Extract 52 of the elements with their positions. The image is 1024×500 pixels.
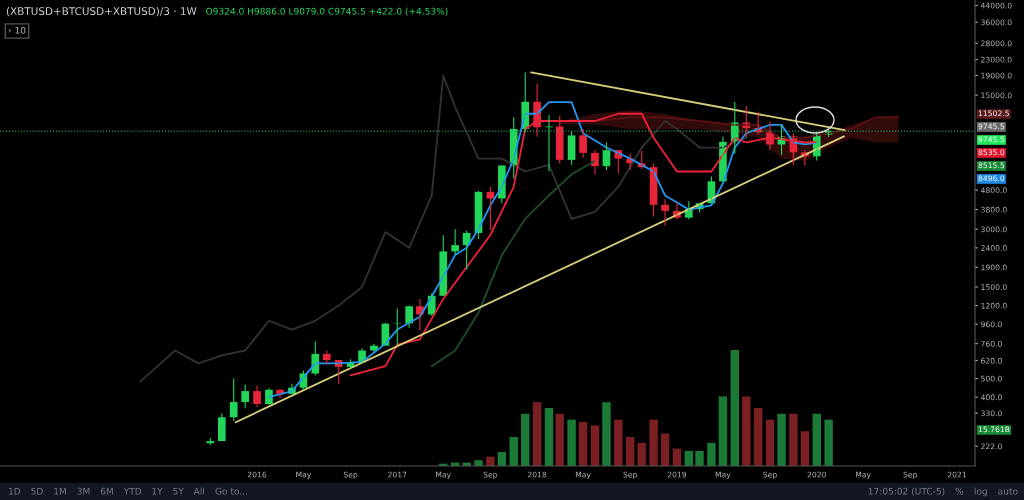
- bar: [824, 419, 833, 466]
- candlestick: [229, 377, 238, 422]
- text: auto: [998, 488, 1018, 495]
- bar: [567, 419, 576, 466]
- text: 5D: [31, 487, 43, 495]
- bar: [486, 456, 495, 466]
- bar: [474, 460, 483, 466]
- text: YTD: [123, 487, 142, 495]
- bar: [602, 402, 611, 466]
- text: All: [193, 487, 204, 495]
- bar: [742, 396, 751, 466]
- bar: [707, 442, 716, 466]
- text: log: [974, 487, 987, 497]
- bar: [544, 408, 554, 466]
- candlestick: [217, 412, 226, 442]
- bar: [614, 419, 623, 466]
- text: 17:05:02 (UTC-5): [868, 487, 945, 496]
- bar: [625, 437, 635, 466]
- candlestick: [241, 384, 250, 409]
- bar: [695, 450, 704, 466]
- bar: [509, 437, 518, 466]
- bar: [649, 419, 658, 466]
- bar: [789, 413, 798, 466]
- text: 5Y: [173, 487, 184, 495]
- bar: [765, 419, 775, 466]
- bar: [753, 408, 763, 466]
- annotation: › 10: [8, 26, 26, 34]
- text: (XBTUSD+BTCUSD+XBTUSD)/3 · 1W: [6, 6, 197, 17]
- bar: [660, 433, 670, 466]
- candlestick: [555, 115, 564, 165]
- candlestick: [545, 114, 553, 173]
- bar: [800, 431, 810, 466]
- bar: [637, 442, 646, 466]
- text: Go to...: [215, 487, 247, 495]
- text: 1M: [54, 487, 66, 495]
- text: 6M: [100, 487, 113, 495]
- bar: [777, 413, 786, 466]
- line-series: [138, 74, 748, 383]
- bar: [532, 402, 542, 466]
- bar: [812, 413, 821, 466]
- bar: [521, 413, 530, 466]
- candlestick: [393, 307, 402, 346]
- text: 1D: [8, 487, 21, 495]
- text: 3M: [77, 487, 90, 495]
- bar: [590, 425, 600, 466]
- text: %: [955, 487, 964, 495]
- text: O9324.0 H9886.0 L9079.0 C9745.5 +422.0 (+4.53%): [206, 7, 448, 16]
- text: 1Y: [152, 487, 163, 495]
- bar: [578, 421, 588, 466]
- bar: [730, 350, 740, 466]
- bar: [555, 413, 564, 466]
- bar: [718, 396, 728, 466]
